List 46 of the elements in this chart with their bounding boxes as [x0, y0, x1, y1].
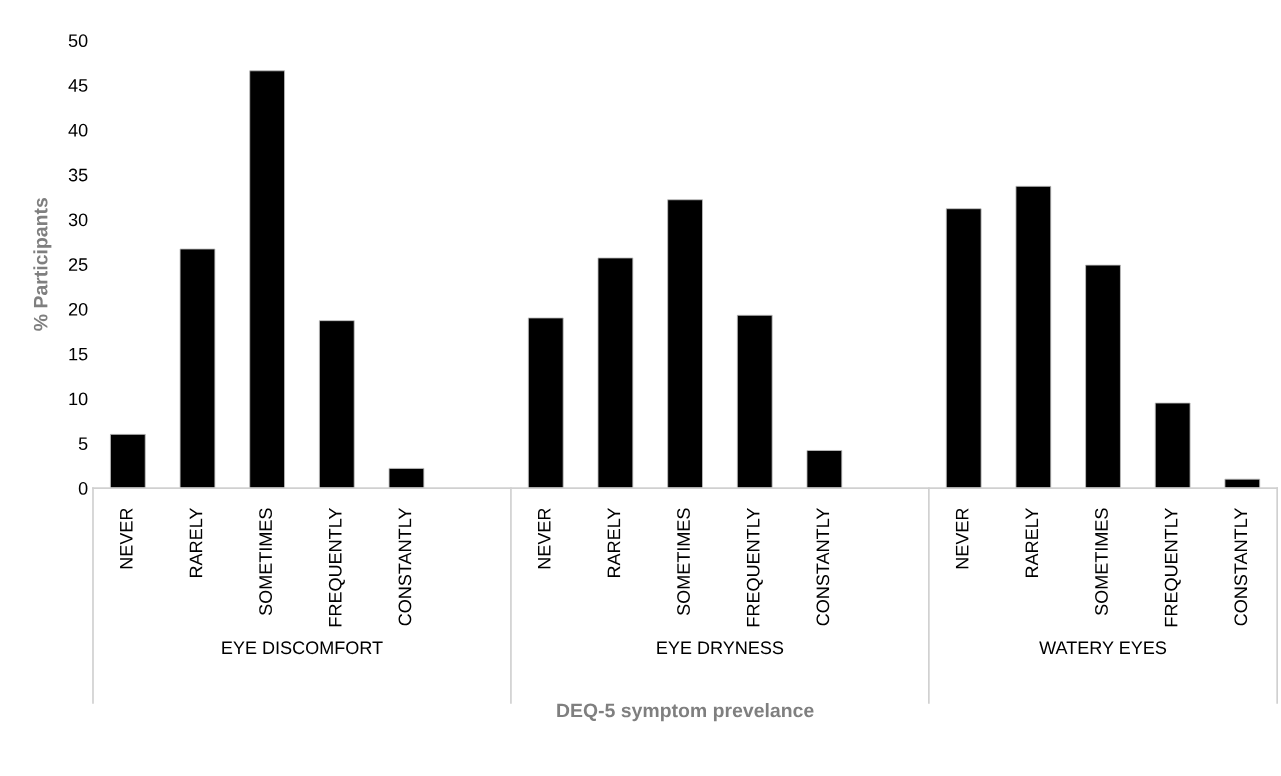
- text: EYE DRYNESS: [657, 641, 784, 655]
- x-tick-label: RARELY: [1025, 507, 1039, 577]
- x-tick-label: NEVER: [955, 508, 969, 569]
- bar: [1154, 402, 1191, 489]
- y-tick-label: 10: [69, 392, 88, 406]
- y-tick-label: 5: [78, 437, 88, 451]
- y-tick-label: 15: [69, 347, 88, 361]
- x-tick-label: SOMETIMES: [1095, 508, 1108, 616]
- y-axis-title: % Participants: [33, 198, 52, 331]
- y-tick-label: 35: [68, 168, 88, 182]
- bar: [527, 317, 564, 489]
- x-tick-label: FREQUENTLY: [746, 507, 763, 627]
- y-tick-label: 30: [68, 213, 88, 227]
- bar: [736, 314, 773, 489]
- bar: [1224, 478, 1261, 489]
- y-tick-label: 40: [68, 123, 88, 137]
- x-tick-label: RARELY: [607, 507, 621, 577]
- x-tick-label: RARELY: [189, 507, 203, 577]
- bar: [945, 208, 982, 489]
- bar: [179, 248, 216, 489]
- x-tick-label: CONSTANTLY: [1234, 507, 1248, 626]
- bar: [1015, 185, 1052, 489]
- x-tick-label: CONSTANTLY: [398, 507, 412, 626]
- bar: [597, 257, 634, 489]
- y-tick-label: 25: [68, 258, 88, 271]
- x-tick-label: NEVER: [538, 508, 551, 569]
- bar: [109, 433, 146, 489]
- text: EYE DISCOMFORT: [222, 641, 383, 655]
- bar: [388, 467, 425, 489]
- x-axis-title: DEQ-5 symptom prevelance: [557, 703, 814, 722]
- bar: [249, 70, 285, 489]
- y-tick-label: 50: [68, 34, 88, 48]
- text: WATERY EYES: [1039, 641, 1167, 655]
- bar: [318, 320, 355, 489]
- y-tick-label: 20: [68, 302, 88, 316]
- x-tick-label: NEVER: [120, 508, 133, 569]
- x-tick-label: CONSTANTLY: [816, 507, 830, 626]
- x-tick-label: FREQUENTLY: [1164, 507, 1181, 627]
- y-tick-label: 0: [78, 482, 88, 495]
- y-tick-label: 45: [68, 79, 88, 92]
- x-tick-label: FREQUENTLY: [328, 507, 345, 627]
- bar: [667, 199, 703, 489]
- x-tick-label: SOMETIMES: [259, 508, 272, 616]
- bar: [806, 450, 843, 489]
- bar: [1085, 264, 1121, 489]
- x-tick-label: SOMETIMES: [677, 508, 690, 616]
